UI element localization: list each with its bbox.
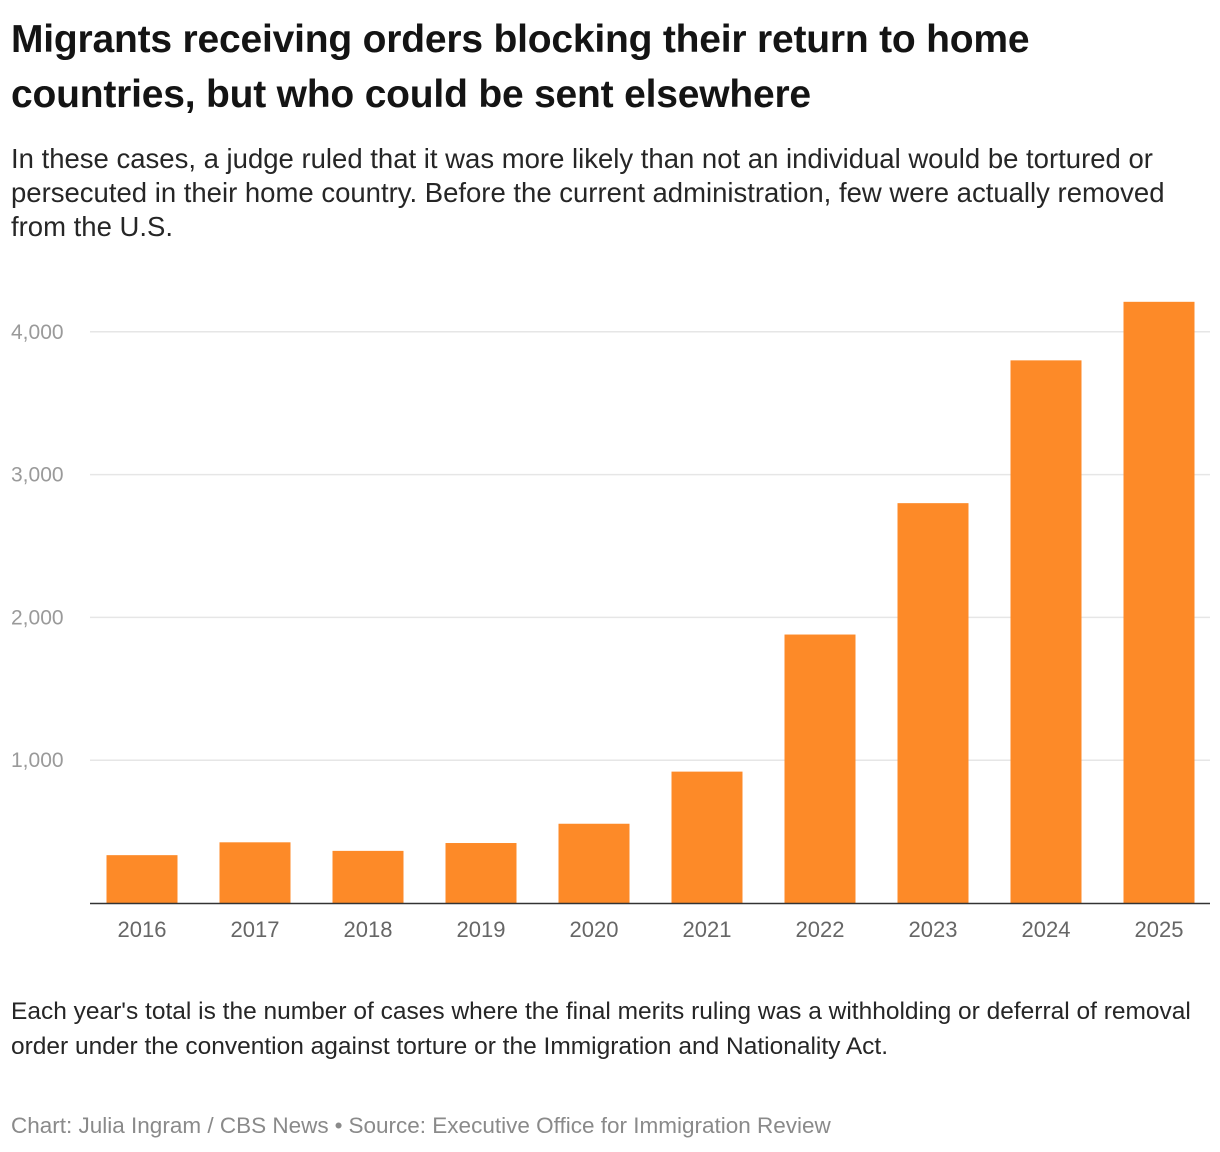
bar-2019 bbox=[445, 843, 517, 903]
x-tick-label: 2017 bbox=[231, 917, 280, 942]
y-tick-label: 3,000 bbox=[11, 464, 64, 487]
x-tick-label: 2018 bbox=[344, 917, 393, 942]
bar-chart: 1,000 2,000 3,000 4,000 2016 2017 2018 2019 202… bbox=[0, 280, 1220, 960]
bar-2016 bbox=[106, 855, 178, 903]
x-tick-label: 2023 bbox=[909, 917, 958, 942]
y-tick-label: 2,000 bbox=[11, 606, 64, 629]
chart-source: Source: Executive Office for Immigration… bbox=[348, 1113, 831, 1138]
chart-subtitle: In these cases, a judge ruled that it wa… bbox=[11, 143, 1165, 242]
bar-2018 bbox=[332, 850, 404, 903]
chart-credit-line: Chart: Julia Ingram / CBS News • Source: E… bbox=[11, 1111, 1201, 1141]
x-tick-label: 2025 bbox=[1135, 917, 1184, 942]
bars bbox=[106, 301, 1195, 903]
x-tick-label: 2016 bbox=[118, 917, 167, 942]
chart-title: Migrants receiving orders blocking their… bbox=[11, 18, 1030, 116]
bar-2020 bbox=[558, 823, 630, 903]
bar-2021 bbox=[671, 771, 743, 903]
x-tick-label: 2020 bbox=[570, 917, 619, 942]
x-axis-tick-labels: 2016 2017 2018 2019 2020 2021 2022 2023 2024 2025 bbox=[118, 917, 1184, 942]
bar-2025 bbox=[1123, 301, 1195, 903]
credit-separator: • bbox=[334, 1113, 343, 1138]
bar-2017 bbox=[219, 842, 291, 903]
bar-2022 bbox=[784, 634, 856, 903]
x-tick-label: 2022 bbox=[796, 917, 845, 942]
chart-author-credit: Chart: Julia Ingram / CBS News bbox=[11, 1113, 329, 1138]
y-tick-label: 1,000 bbox=[11, 749, 64, 772]
y-tick-label: 4,000 bbox=[11, 321, 64, 344]
y-axis-tick-labels: 1,000 2,000 3,000 4,000 bbox=[11, 321, 64, 772]
x-tick-label: 2024 bbox=[1022, 917, 1071, 942]
x-tick-label: 2019 bbox=[457, 917, 506, 942]
bar-2023 bbox=[897, 503, 969, 903]
chart-note: Each year's total is the number of cases… bbox=[11, 998, 1191, 1060]
x-tick-label: 2021 bbox=[683, 917, 732, 942]
bar-chart-svg: 1,000 2,000 3,000 4,000 2016 2017 2018 2019 202… bbox=[11, 301, 1210, 942]
bar-2024 bbox=[1010, 360, 1082, 903]
